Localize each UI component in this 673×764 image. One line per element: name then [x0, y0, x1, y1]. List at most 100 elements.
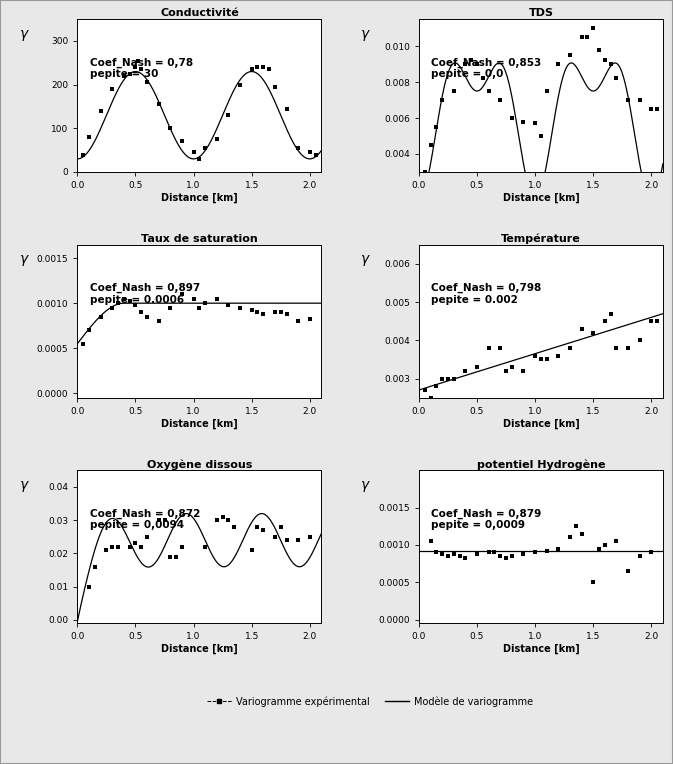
Point — [518, 364, 529, 377]
Point — [96, 310, 106, 322]
Text: Coef_Nash = 0,798
pepite = 0.002: Coef_Nash = 0,798 pepite = 0.002 — [431, 283, 541, 305]
Point — [223, 299, 234, 311]
Point — [651, 315, 662, 327]
Point — [211, 293, 222, 305]
Point — [130, 61, 141, 73]
Point — [171, 551, 182, 563]
Point — [142, 310, 153, 322]
Point — [483, 546, 494, 558]
Point — [582, 31, 593, 44]
Point — [304, 146, 315, 158]
Point — [600, 315, 610, 327]
Point — [258, 524, 269, 536]
Text: γ: γ — [361, 478, 369, 492]
Point — [304, 313, 315, 325]
Point — [437, 94, 448, 106]
Point — [536, 353, 546, 365]
Point — [419, 384, 430, 396]
Point — [588, 576, 598, 588]
Point — [101, 544, 112, 556]
Point — [495, 342, 505, 354]
Point — [304, 531, 315, 543]
X-axis label: Distance [km]: Distance [km] — [161, 193, 238, 203]
Point — [466, 54, 476, 66]
Text: γ: γ — [361, 252, 369, 267]
Point — [454, 550, 465, 562]
Point — [252, 61, 263, 73]
Point — [541, 545, 552, 557]
Point — [507, 361, 518, 373]
Point — [275, 521, 286, 533]
Point — [576, 31, 587, 44]
Point — [107, 302, 118, 314]
Point — [448, 85, 459, 97]
Point — [646, 546, 657, 558]
Legend: Variogramme expérimental, Modèle de variogramme: Variogramme expérimental, Modèle de vari… — [203, 692, 537, 711]
X-axis label: Distance [km]: Distance [km] — [161, 419, 238, 429]
Point — [611, 342, 622, 354]
Point — [507, 112, 518, 124]
Point — [125, 541, 135, 553]
Point — [431, 546, 441, 558]
Point — [600, 539, 610, 551]
Point — [518, 548, 529, 560]
Point — [571, 520, 581, 533]
Point — [125, 295, 135, 307]
Point — [507, 550, 518, 562]
Point — [118, 70, 129, 82]
Point — [217, 511, 228, 523]
Point — [211, 133, 222, 145]
Point — [269, 531, 280, 543]
Point — [153, 514, 164, 526]
Point — [229, 521, 240, 533]
Point — [78, 338, 89, 350]
Point — [269, 81, 280, 93]
X-axis label: Distance [km]: Distance [km] — [503, 644, 579, 654]
Point — [200, 297, 211, 309]
Point — [425, 391, 436, 403]
Point — [176, 288, 187, 300]
Point — [90, 561, 100, 573]
Point — [588, 22, 598, 34]
Point — [425, 139, 436, 151]
Point — [425, 535, 436, 547]
Text: Coef_Nash = 0,78
pepite = 30: Coef_Nash = 0,78 pepite = 30 — [90, 57, 192, 79]
Point — [176, 541, 187, 553]
Text: γ: γ — [20, 478, 28, 492]
Point — [293, 315, 304, 327]
Point — [553, 349, 564, 361]
Point — [495, 550, 505, 562]
X-axis label: Distance [km]: Distance [km] — [161, 644, 238, 654]
Point — [483, 85, 494, 97]
Point — [112, 297, 123, 309]
Point — [293, 142, 304, 154]
Point — [576, 322, 587, 335]
Point — [159, 514, 170, 526]
Point — [188, 293, 199, 305]
Point — [495, 94, 505, 106]
Point — [518, 115, 529, 128]
Point — [530, 118, 540, 130]
Point — [200, 541, 211, 553]
Point — [623, 342, 633, 354]
Point — [194, 302, 205, 314]
Point — [605, 58, 616, 70]
Point — [437, 548, 448, 560]
Point — [264, 63, 275, 76]
Point — [165, 551, 176, 563]
Point — [565, 532, 575, 544]
Point — [623, 565, 633, 577]
Point — [646, 315, 657, 327]
Point — [477, 73, 488, 85]
Point — [211, 514, 222, 526]
Point — [443, 550, 454, 562]
Point — [431, 121, 441, 133]
Point — [223, 109, 234, 121]
Point — [448, 372, 459, 384]
Point — [460, 58, 471, 70]
Point — [588, 326, 598, 338]
Point — [142, 531, 153, 543]
Point — [246, 63, 257, 76]
Point — [281, 308, 292, 320]
Point — [541, 85, 552, 97]
